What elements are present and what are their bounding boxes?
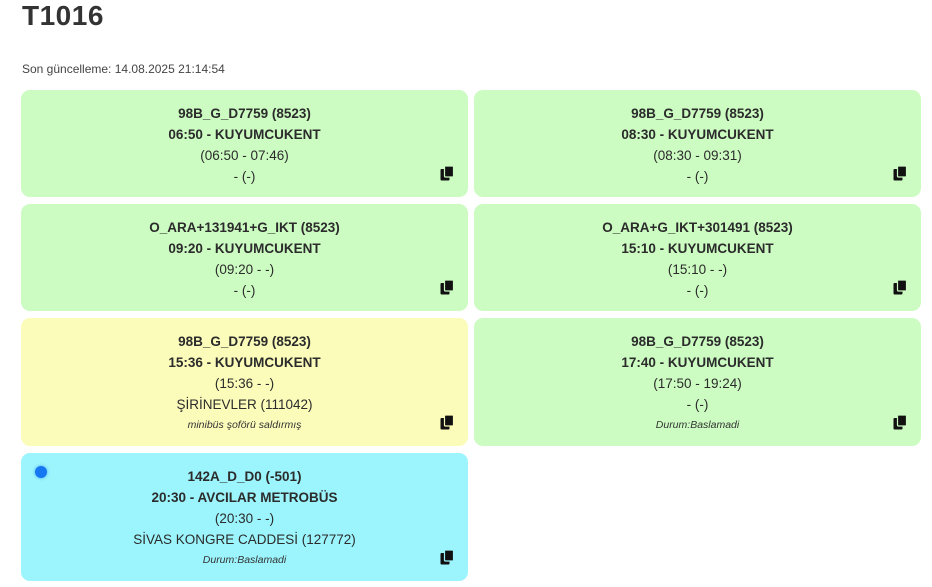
trip-card[interactable]: O_ARA+G_IKT+301491 (8523) 15:10 - KUYUMC… (474, 204, 921, 311)
trip-status: Durum:Baslamadi (655, 419, 740, 431)
copy-icon[interactable] (440, 550, 454, 565)
trip-card[interactable]: 98B_G_D7759 (8523) 08:30 - KUYUMCUKENT (… (474, 90, 921, 197)
trip-departure: 06:50 - KUYUMCUKENT (168, 127, 321, 142)
trip-stop: - (-) (233, 283, 256, 298)
trip-card[interactable]: 142A_D_D0 (-501) 20:30 - AVCILAR METROBÜ… (21, 453, 468, 581)
trip-times: (06:50 - 07:46) (200, 148, 289, 163)
trip-route: 98B_G_D7759 (8523) (631, 334, 764, 349)
trip-times: (08:30 - 09:31) (653, 148, 742, 163)
trip-route: O_ARA+G_IKT+301491 (8523) (602, 220, 793, 235)
trip-departure: 15:10 - KUYUMCUKENT (621, 241, 774, 256)
copy-icon[interactable] (893, 415, 907, 430)
trip-card[interactable]: 98B_G_D7759 (8523) 15:36 - KUYUMCUKENT (… (21, 318, 468, 446)
trip-stop: ŞİRİNEVLER (111042) (176, 397, 313, 412)
trip-note: minibüs şoförü saldırmış (187, 419, 302, 431)
trip-departure: 20:30 - AVCILAR METROBÜS (151, 490, 338, 505)
trip-stop: - (-) (686, 397, 709, 412)
trip-stop: - (-) (686, 283, 709, 298)
trip-route: 142A_D_D0 (-501) (187, 469, 302, 484)
copy-icon[interactable] (893, 166, 907, 181)
trip-route: 98B_G_D7759 (8523) (631, 106, 764, 121)
last-update-text: Son güncelleme: 14.08.2025 21:14:54 (22, 62, 225, 76)
trip-route: 98B_G_D7759 (8523) (178, 106, 311, 121)
trip-times: (09:20 - -) (214, 262, 275, 277)
trip-departure: 17:40 - KUYUMCUKENT (621, 355, 774, 370)
copy-icon[interactable] (893, 280, 907, 295)
trip-departure: 09:20 - KUYUMCUKENT (168, 241, 321, 256)
trip-stop: SİVAS KONGRE CADDESİ (127772) (133, 532, 356, 547)
copy-icon[interactable] (440, 280, 454, 295)
trip-times: (20:30 - -) (214, 511, 275, 526)
copy-icon[interactable] (440, 415, 454, 430)
trip-times: (17:50 - 19:24) (653, 376, 742, 391)
trip-times: (15:36 - -) (214, 376, 275, 391)
trip-stop: - (-) (686, 169, 709, 184)
trip-stop: - (-) (233, 169, 256, 184)
trip-card[interactable]: O_ARA+131941+G_IKT (8523) 09:20 - KUYUMC… (21, 204, 468, 311)
trip-card[interactable]: 98B_G_D7759 (8523) 17:40 - KUYUMCUKENT (… (474, 318, 921, 446)
copy-icon[interactable] (440, 166, 454, 181)
page-title: T1016 (22, 0, 104, 31)
trip-route: 98B_G_D7759 (8523) (178, 334, 311, 349)
trip-status: Durum:Baslamadi (202, 554, 287, 566)
trip-departure: 08:30 - KUYUMCUKENT (621, 127, 774, 142)
trip-card-grid: 98B_G_D7759 (8523) 06:50 - KUYUMCUKENT (… (21, 90, 921, 581)
trip-times: (15:10 - -) (667, 262, 728, 277)
trip-route: O_ARA+131941+G_IKT (8523) (149, 220, 340, 235)
trip-card[interactable]: 98B_G_D7759 (8523) 06:50 - KUYUMCUKENT (… (21, 90, 468, 197)
trip-departure: 15:36 - KUYUMCUKENT (168, 355, 321, 370)
active-indicator-dot (35, 466, 47, 478)
